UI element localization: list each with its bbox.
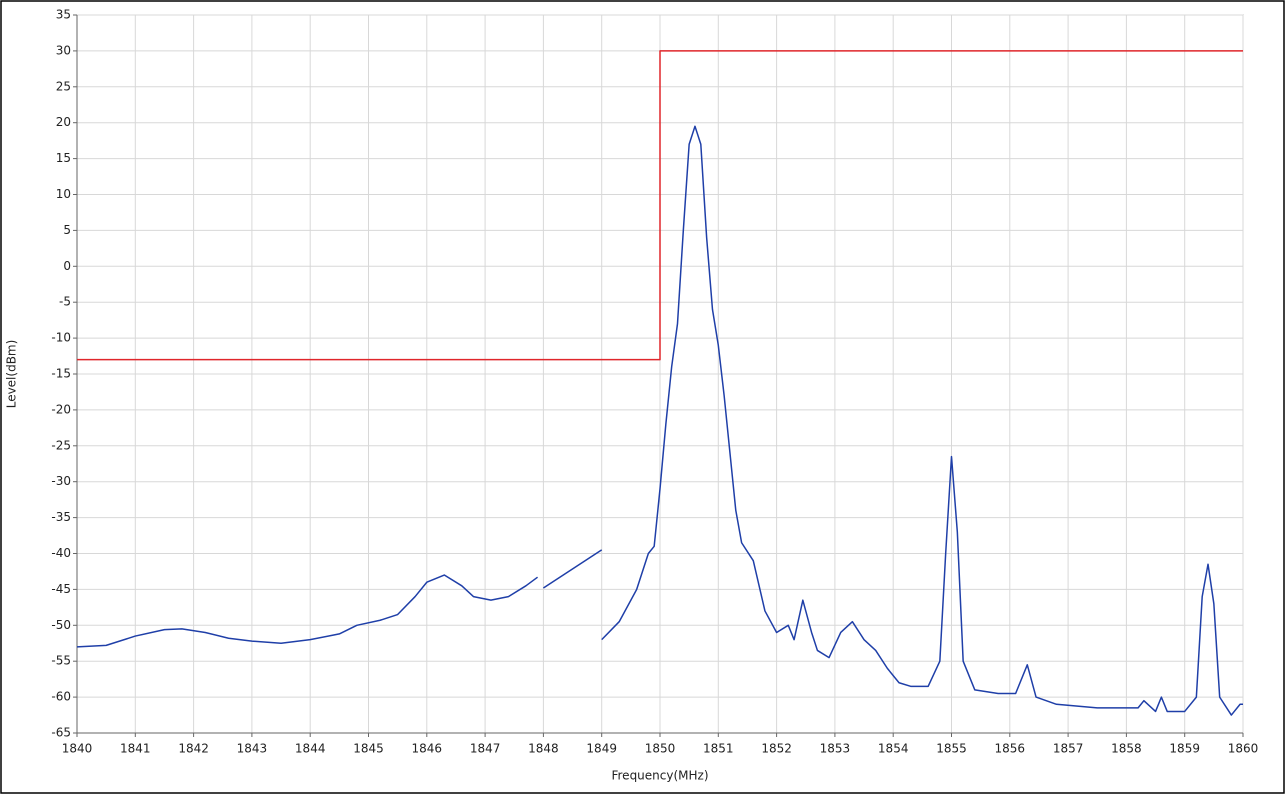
- x-tick-label: 1845: [353, 742, 384, 756]
- y-tick-label: -55: [51, 654, 71, 668]
- y-axis-title: Level(dBm): [5, 340, 19, 409]
- x-tick-label: 1849: [586, 742, 617, 756]
- x-axis-title: Frequency(MHz): [611, 769, 708, 783]
- x-tick-label: 1856: [995, 742, 1026, 756]
- y-tick-label: -5: [59, 295, 71, 309]
- x-tick-label: 1841: [120, 742, 151, 756]
- y-tick-label: -10: [51, 331, 71, 345]
- y-tick-label: -30: [51, 474, 71, 488]
- y-tick-label: -25: [51, 438, 71, 452]
- x-tick-label: 1855: [936, 742, 967, 756]
- y-tick-label: 5: [63, 223, 71, 237]
- x-tick-label: 1851: [703, 742, 734, 756]
- y-tick-label: 20: [56, 115, 71, 129]
- x-tick-label: 1843: [237, 742, 268, 756]
- x-tick-label: 1858: [1111, 742, 1142, 756]
- y-tick-label: -35: [51, 510, 71, 524]
- x-tick-label: 1852: [761, 742, 792, 756]
- x-tick-label: 1847: [470, 742, 501, 756]
- y-tick-label: 15: [56, 151, 71, 165]
- y-tick-label: -50: [51, 618, 71, 632]
- y-tick-label: 10: [56, 187, 71, 201]
- y-tick-label: 35: [56, 8, 71, 22]
- y-tick-label: -40: [51, 546, 71, 560]
- x-tick-label: 1840: [62, 742, 93, 756]
- x-tick-label: 1850: [645, 742, 676, 756]
- y-tick-label: -20: [51, 402, 71, 416]
- series-line: [76, 125, 1243, 716]
- y-tick-label: -45: [51, 582, 71, 596]
- x-tick-label: 1853: [820, 742, 851, 756]
- x-tick-label: 1844: [295, 742, 326, 756]
- x-tick-label: 1854: [878, 742, 909, 756]
- y-tick-label: -65: [51, 726, 71, 740]
- y-tick-label: 30: [56, 43, 71, 57]
- x-tick-label: 1848: [528, 742, 559, 756]
- x-tick-label: 1842: [178, 742, 209, 756]
- series-line: [77, 50, 1243, 361]
- y-tick-label: 0: [63, 259, 71, 273]
- y-tick-label: -15: [51, 367, 71, 381]
- y-tick-label: 25: [56, 79, 71, 93]
- x-tick-label: 1846: [412, 742, 443, 756]
- x-tick-label: 1857: [1053, 742, 1084, 756]
- x-tick-label: 1860: [1228, 742, 1259, 756]
- y-tick-label: -60: [51, 690, 71, 704]
- x-tick-label: 1859: [1169, 742, 1200, 756]
